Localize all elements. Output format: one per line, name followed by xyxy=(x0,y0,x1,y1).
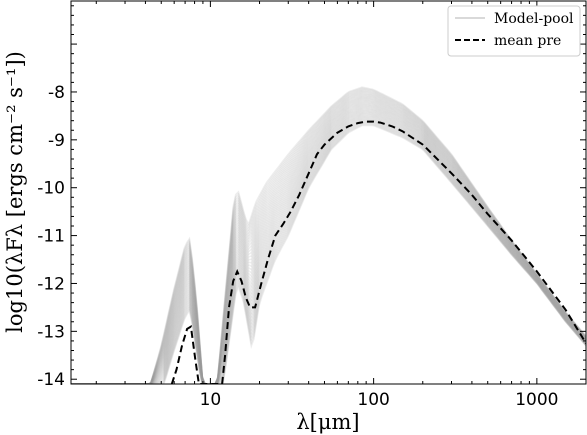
x-tick-label: 100 xyxy=(357,390,389,410)
model-curve xyxy=(71,124,586,384)
y-tick-label: -8 xyxy=(48,83,65,103)
model-curve xyxy=(71,87,586,384)
model-curve xyxy=(71,107,586,384)
model-curve xyxy=(71,106,586,384)
y-tick-label: -12 xyxy=(37,274,65,294)
model-curve xyxy=(71,103,586,384)
model-curve xyxy=(71,114,586,384)
model-curve xyxy=(71,98,586,384)
y-tick-label: -10 xyxy=(37,179,65,199)
model-curve xyxy=(71,117,586,384)
model-curve xyxy=(71,116,586,384)
model-curve xyxy=(71,91,586,384)
y-tick-label: -9 xyxy=(48,131,65,151)
model-curve xyxy=(71,122,586,384)
model-curve xyxy=(71,95,586,384)
model-curve xyxy=(71,92,586,384)
model-curve xyxy=(71,89,586,384)
model-curve xyxy=(71,94,586,384)
model-curve xyxy=(71,110,586,384)
model-curve xyxy=(71,118,586,384)
model-curve xyxy=(71,121,586,384)
x-axis-ticks: 10 100 1000 xyxy=(95,1,587,410)
model-curve xyxy=(71,102,586,384)
model-curve xyxy=(71,99,586,384)
model-curve xyxy=(71,113,586,384)
model-curve xyxy=(71,100,586,384)
model-curve xyxy=(71,101,586,384)
model-curve xyxy=(71,115,586,384)
model-curve xyxy=(71,123,586,384)
plot-frame xyxy=(70,0,587,385)
model-curve xyxy=(71,119,586,384)
y-tick-label: -11 xyxy=(37,227,65,247)
model-curve xyxy=(71,86,586,384)
model-curve xyxy=(71,104,586,384)
model-curve xyxy=(71,120,586,384)
y-axis-ticks: -14 -13 -12 -11 -10 -9 -8 xyxy=(37,5,586,390)
model-curve xyxy=(71,108,586,384)
y-tick-label: -14 xyxy=(37,370,65,390)
x-tick-label: 10 xyxy=(200,390,222,410)
model-curve xyxy=(71,93,586,384)
model-curve xyxy=(71,96,586,384)
model-curve xyxy=(71,109,586,384)
model-curve xyxy=(71,88,586,384)
model-curve xyxy=(71,107,586,384)
model-curve xyxy=(71,90,586,384)
model-pool-band xyxy=(71,86,586,384)
model-curve xyxy=(71,111,586,384)
legend: Model-pool mean pre xyxy=(447,5,581,57)
y-axis-title: log10(λFλ [ergs cm⁻² s⁻¹]) xyxy=(3,51,27,333)
model-curve xyxy=(71,105,586,384)
legend-label-model-pool: Model-pool xyxy=(494,11,574,27)
x-axis-title: λ[μm] xyxy=(296,410,359,434)
legend-label-mean-pre: mean pre xyxy=(494,33,561,49)
x-tick-label: 1000 xyxy=(515,390,558,410)
y-tick-label: -13 xyxy=(37,322,65,342)
